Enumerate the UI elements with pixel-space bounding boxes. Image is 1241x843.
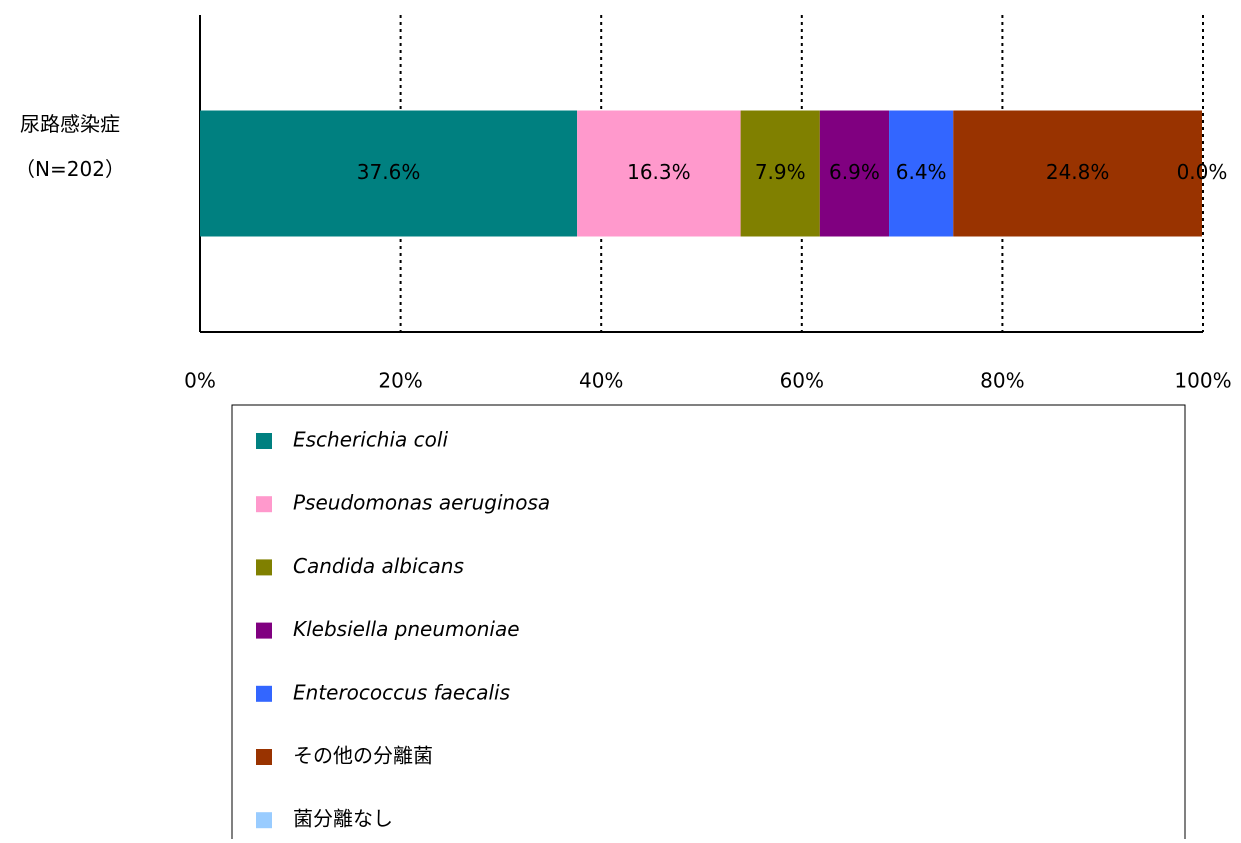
legend-swatch: [256, 559, 272, 576]
bar-segment: [889, 110, 954, 237]
bar-segment: [200, 110, 578, 237]
value-label: 24.8%: [1046, 160, 1110, 184]
legend-swatch: [256, 496, 272, 513]
value-label: 7.9%: [755, 160, 806, 184]
legend-box: [231, 404, 1186, 843]
bar-segment: [819, 110, 890, 237]
legend-swatch: [256, 685, 272, 702]
bar-segment: [577, 110, 741, 237]
legend-swatch: [256, 433, 272, 449]
legend-label: Candida albicans: [293, 554, 464, 578]
legend-label: その他の分離菌: [293, 744, 433, 768]
legend-swatch: [256, 749, 272, 765]
legend-label: 菌分離なし: [293, 807, 393, 831]
x-tick-label: 60%: [780, 369, 824, 393]
legend-swatch: [256, 812, 272, 829]
legend-swatch: [256, 622, 272, 639]
value-label: 0.0%: [1177, 160, 1228, 184]
legend-label: Pseudomonas aeruginosa: [293, 491, 550, 515]
legend-label: Escherichia coli: [293, 428, 448, 452]
legend-label: Enterococcus faecalis: [293, 680, 510, 704]
x-tick-label: 100%: [1174, 369, 1231, 393]
x-tick-label: 0%: [184, 369, 216, 393]
value-label: 37.6%: [357, 160, 421, 184]
value-label: 16.3%: [627, 160, 691, 184]
category-label: （N=202）: [15, 157, 125, 181]
value-label: 6.4%: [896, 160, 947, 184]
bar-segment: [740, 110, 820, 237]
x-tick-label: 40%: [579, 369, 623, 393]
bar-segment: [953, 110, 1202, 237]
legend-label: Klebsiella pneumoniae: [293, 617, 520, 641]
x-tick-label: 20%: [378, 369, 422, 393]
x-tick-label: 80%: [980, 369, 1024, 393]
category-label: 尿路感染症: [20, 112, 120, 136]
value-label: 6.9%: [829, 160, 880, 184]
